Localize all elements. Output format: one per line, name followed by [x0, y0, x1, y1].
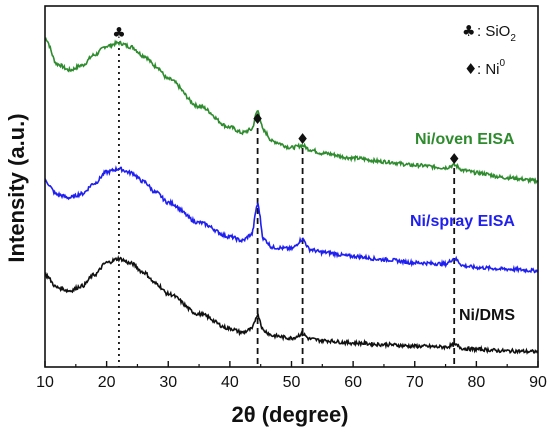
- x-tick-label: 60: [344, 374, 362, 391]
- x-tick-label: 10: [36, 374, 54, 391]
- legend-ni-label: : Ni0: [477, 58, 506, 78]
- legend-diamond-icon: ♦: [464, 60, 477, 78]
- reference-lines: [118, 42, 456, 367]
- series-labels: Ni/oven EISA Ni/spray EISA Ni/DMS: [410, 131, 515, 324]
- series-line-0: [44, 37, 539, 185]
- diamond-icon: ♦: [447, 150, 460, 168]
- series-label-1: Ni/spray EISA: [410, 213, 515, 230]
- series-label-0: Ni/oven EISA: [415, 131, 515, 148]
- x-tick-label: 80: [467, 374, 485, 391]
- diamond-icon: ♦: [296, 130, 309, 148]
- series-label-2: Ni/DMS: [459, 307, 515, 324]
- diamond-icon: ♦: [251, 110, 264, 128]
- x-tick-label: 70: [406, 374, 424, 391]
- x-tick-label: 20: [98, 374, 116, 391]
- peak-markers: ♣ ♦ ♦ ♦: [112, 24, 461, 168]
- x-tick-label: 40: [221, 374, 239, 391]
- x-tick-label: 90: [529, 374, 547, 391]
- x-tick-label: 50: [283, 374, 301, 391]
- series-line-2: [44, 254, 539, 355]
- x-tick-label: 30: [159, 374, 177, 391]
- y-axis-title: Intensity (a.u.): [4, 113, 29, 262]
- legend: ♣ : SiO2 ♦ : Ni0: [462, 22, 516, 78]
- x-axis-ticks: 10 20 30 40 50 60 70 80 90: [36, 361, 547, 391]
- series-line-1: [44, 165, 539, 274]
- series-lines: [44, 37, 539, 355]
- legend-sio2-text: : SiO: [477, 23, 510, 40]
- legend-sio2-subscript: 2: [510, 33, 516, 44]
- club-icon: ♣: [112, 24, 125, 42]
- x-axis-title: 2θ (degree): [231, 402, 348, 427]
- legend-ni-text: : Ni: [477, 61, 500, 78]
- legend-sio2-label: : SiO2: [477, 23, 516, 44]
- legend-club-icon: ♣: [462, 22, 475, 40]
- legend-ni-superscript: 0: [500, 58, 506, 69]
